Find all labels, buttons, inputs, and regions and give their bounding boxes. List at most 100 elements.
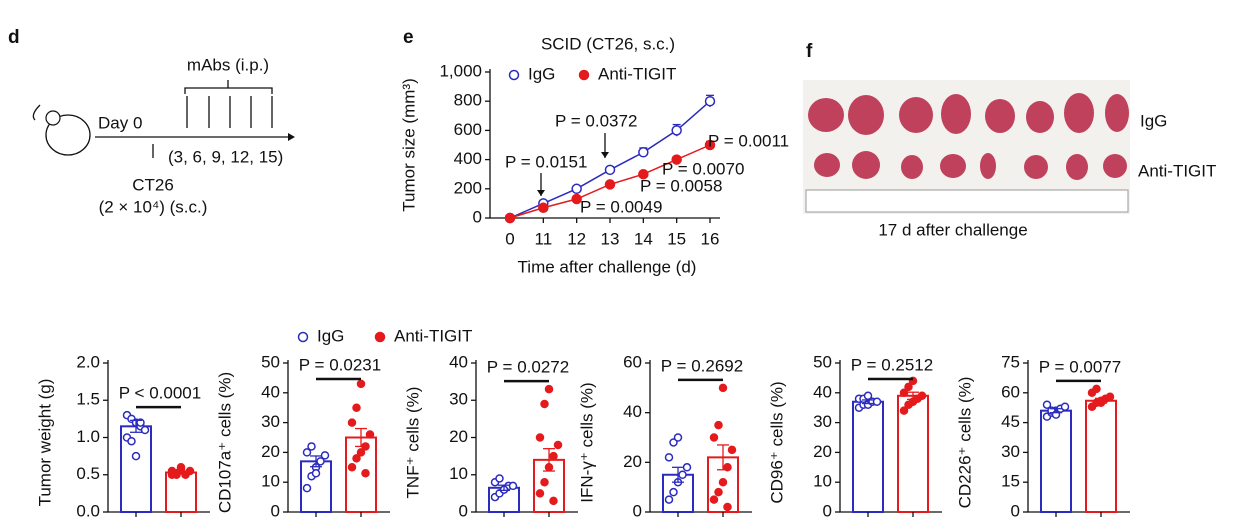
y-tick-label: 10 — [261, 472, 280, 491]
annotation: P = 0.0231 — [299, 355, 381, 374]
y-tick-label: 0 — [473, 207, 482, 226]
data-point — [571, 193, 582, 205]
data-point — [356, 379, 366, 389]
legend-label: IgG — [317, 326, 344, 345]
data-point — [535, 489, 545, 498]
y-tick-label: 200 — [454, 178, 482, 197]
arrow-head — [601, 152, 609, 158]
photo: f IgG Anti-TIGIT 17 d after challenge — [803, 41, 1216, 239]
annotation: P < 0.0001 — [119, 384, 201, 403]
data-point — [899, 406, 909, 415]
caption: 17 d after challenge — [878, 220, 1027, 239]
y-tick-label: 30 — [261, 412, 280, 431]
x-tick-label: 11 — [535, 229, 553, 248]
row-label: IgG — [1140, 111, 1167, 130]
data-point — [347, 463, 357, 472]
chart-title: SCID (CT26, s.c.) — [541, 34, 675, 53]
data-point — [535, 433, 545, 442]
data-point — [664, 495, 674, 504]
y-tick-label: 30 — [813, 412, 832, 431]
y-tick-label: 45 — [1001, 412, 1020, 431]
label: Day 0 — [98, 113, 142, 132]
legend-marker — [297, 331, 309, 343]
y-tick-label: 30 — [449, 390, 468, 409]
y-tick-label: 40 — [623, 402, 642, 421]
data-point — [727, 445, 737, 455]
y-tick-label: 50 — [813, 352, 832, 371]
y-tick-label: 20 — [813, 442, 832, 461]
y-tick-label: 10 — [813, 472, 832, 491]
legend-marker — [374, 331, 386, 343]
annotation: P = 0.0372 — [555, 111, 637, 130]
x-tick-label: 13 — [601, 229, 620, 248]
data-point — [904, 382, 913, 392]
x-axis-label: Time after challenge (d) — [518, 257, 697, 276]
mouse-ear — [45, 110, 61, 126]
y-tick-label: 40 — [449, 352, 468, 371]
y-tick-label: 1.0 — [76, 427, 100, 446]
mouse-tail — [32, 104, 41, 121]
bar — [1040, 409, 1072, 513]
y-tick-label: 10 — [449, 464, 468, 483]
y-tick-label: 2.0 — [76, 352, 100, 371]
y-tick-label: 0.0 — [76, 501, 100, 520]
y-axis-label: CD96⁺ cells (%) — [767, 381, 786, 503]
data-point — [671, 125, 682, 136]
data-point — [718, 383, 728, 393]
mouse-icon — [45, 114, 91, 156]
data-point — [540, 477, 549, 487]
annotation: P = 0.2692 — [661, 356, 743, 375]
row-label: Anti-TIGIT — [1138, 161, 1216, 180]
data-point — [549, 496, 558, 506]
data-point — [347, 418, 357, 427]
annotation: P = 0.0011 — [708, 131, 789, 150]
y-tick-label: 40 — [261, 382, 280, 401]
data-point — [704, 95, 716, 107]
y-tick-label: 0.5 — [76, 464, 100, 483]
arrow-head — [288, 133, 295, 141]
data-point — [669, 487, 678, 497]
data-point — [1042, 400, 1052, 409]
annotation: P = 0.0151 — [505, 152, 587, 171]
injection-arrows — [152, 96, 273, 158]
data-point — [718, 477, 728, 487]
bar — [852, 400, 884, 513]
schematic: d mAbs (i.p.) Day 0 (3, 6, 9, 12, 15) CT… — [8, 27, 295, 216]
y-tick-label: 0 — [1011, 501, 1020, 520]
data-point — [704, 139, 716, 151]
y-tick-label: 600 — [454, 120, 482, 139]
data-point — [538, 202, 549, 214]
data-point — [917, 391, 927, 401]
data-point — [709, 433, 719, 442]
data-point — [311, 469, 321, 478]
data-point — [863, 391, 873, 401]
y-tick-label: 1.5 — [76, 390, 100, 409]
data-point — [140, 425, 150, 435]
x-tick-label: 12 — [567, 229, 586, 248]
x-tick-label: 14 — [634, 229, 653, 248]
data-point — [504, 212, 516, 224]
label: CT26 — [132, 175, 174, 194]
data-point — [664, 453, 674, 462]
data-point — [723, 502, 732, 512]
data-point — [365, 430, 375, 439]
y-tick-label: 60 — [1001, 382, 1020, 401]
data-point — [1105, 392, 1115, 402]
annotation: P = 0.0070 — [662, 159, 744, 178]
y-axis-label: CD226⁺ cells (%) — [955, 377, 974, 509]
data-point — [673, 433, 683, 442]
data-point — [495, 474, 504, 483]
data-point — [1060, 402, 1070, 411]
label: (3, 6, 9, 12, 15) — [168, 147, 283, 166]
annotation: P = 0.2512 — [851, 355, 933, 374]
annotation: P = 0.0049 — [580, 197, 662, 216]
data-point — [307, 442, 316, 451]
data-point — [361, 469, 370, 478]
data-point — [352, 403, 361, 412]
data-point — [553, 440, 563, 450]
data-point — [638, 168, 649, 180]
data-point — [872, 397, 882, 406]
data-point — [709, 495, 719, 504]
y-tick-label: 0 — [633, 501, 642, 520]
